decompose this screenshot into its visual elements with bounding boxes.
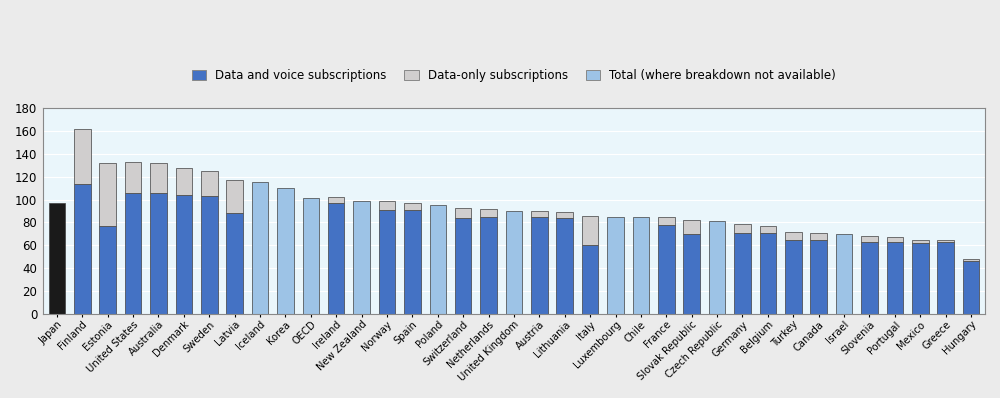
Bar <box>125 193 141 314</box>
Bar <box>683 220 700 234</box>
Bar <box>810 233 827 240</box>
Bar <box>556 218 573 314</box>
Bar <box>74 129 91 183</box>
Bar <box>150 163 167 193</box>
Bar <box>277 188 294 314</box>
Bar <box>785 232 802 240</box>
Bar <box>607 217 624 314</box>
Bar <box>582 245 598 314</box>
Bar <box>74 183 91 314</box>
Bar <box>912 243 929 314</box>
Bar <box>734 233 751 314</box>
Bar <box>633 217 649 314</box>
Bar <box>303 199 319 314</box>
Bar <box>176 168 192 195</box>
Bar <box>937 242 954 314</box>
Bar <box>836 234 852 314</box>
Bar <box>49 203 65 314</box>
Bar <box>582 216 598 245</box>
Bar <box>506 211 522 314</box>
Bar <box>709 221 725 314</box>
Bar <box>861 242 878 314</box>
Bar <box>531 217 548 314</box>
Bar <box>226 180 243 213</box>
Bar <box>328 203 344 314</box>
Bar <box>480 217 497 314</box>
Bar <box>963 261 979 314</box>
Bar <box>887 237 903 242</box>
Bar <box>150 193 167 314</box>
Bar <box>353 201 370 314</box>
Legend: Data and voice subscriptions, Data-only subscriptions, Total (where breakdown no: Data and voice subscriptions, Data-only … <box>192 69 836 82</box>
Bar <box>683 234 700 314</box>
Bar <box>658 225 675 314</box>
Bar <box>430 205 446 314</box>
Bar <box>99 163 116 226</box>
Bar <box>658 217 675 225</box>
Bar <box>404 203 421 210</box>
Bar <box>861 236 878 242</box>
Bar <box>455 218 471 314</box>
Bar <box>99 226 116 314</box>
Bar <box>379 210 395 314</box>
Bar <box>201 171 218 196</box>
Bar <box>328 197 344 203</box>
Bar <box>556 212 573 218</box>
Bar <box>404 210 421 314</box>
Bar <box>531 211 548 217</box>
Bar <box>125 162 141 193</box>
Bar <box>455 208 471 218</box>
Bar <box>480 209 497 217</box>
Bar <box>760 226 776 233</box>
Bar <box>963 259 979 261</box>
Bar <box>252 183 268 314</box>
Bar <box>734 224 751 233</box>
Bar <box>176 195 192 314</box>
Bar <box>810 240 827 314</box>
Bar <box>937 240 954 242</box>
Bar <box>785 240 802 314</box>
Bar <box>760 233 776 314</box>
Bar <box>201 196 218 314</box>
Bar <box>379 201 395 210</box>
Bar <box>912 240 929 243</box>
Bar <box>887 242 903 314</box>
Bar <box>226 213 243 314</box>
